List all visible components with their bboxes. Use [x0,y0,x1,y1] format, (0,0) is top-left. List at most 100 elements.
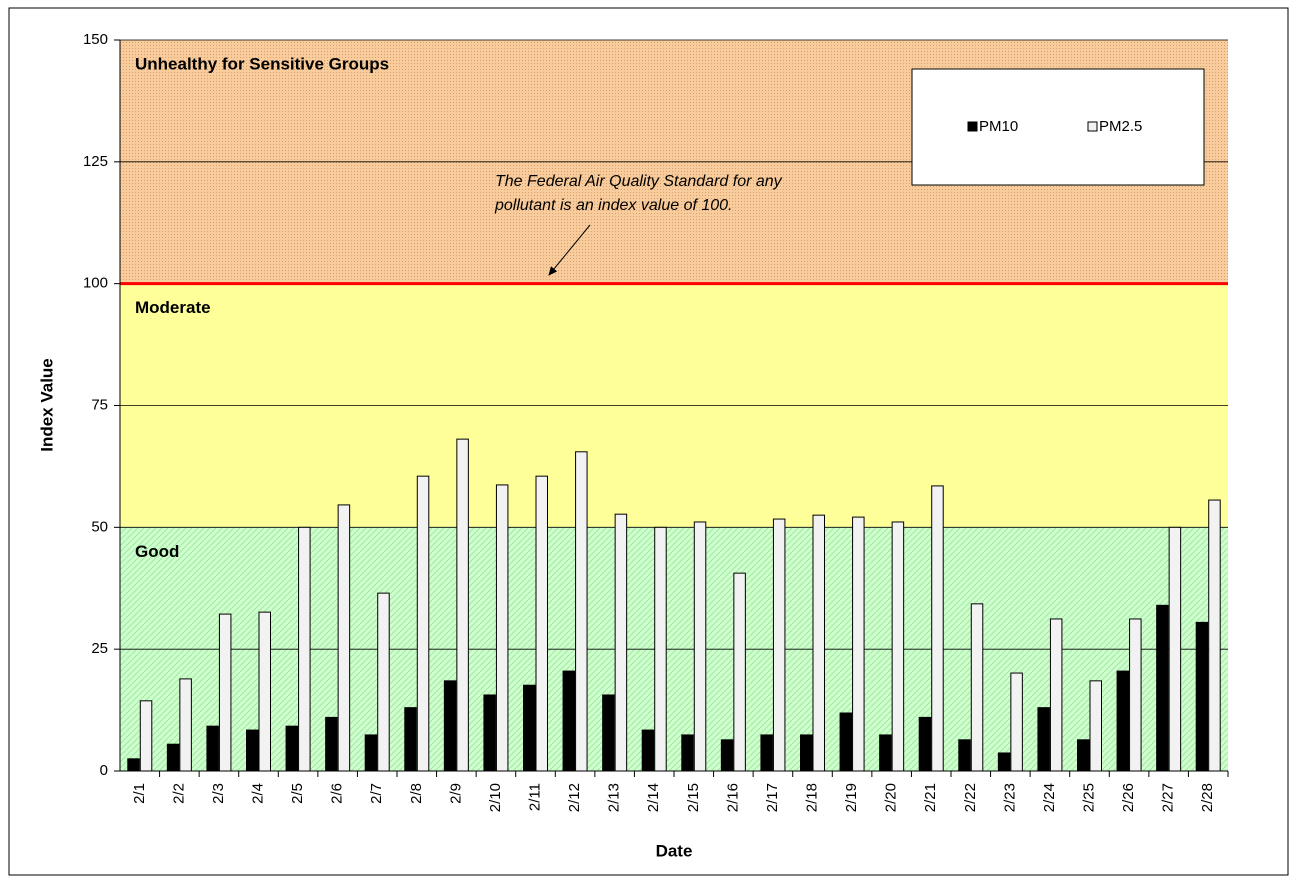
x-tick-label: 2/17 [764,783,781,812]
bar [760,734,773,772]
bar [1037,707,1050,772]
bar [681,734,694,772]
y-tick-label: 75 [91,396,108,413]
legend-swatch [967,121,978,132]
bar [931,485,944,772]
bar [179,678,192,772]
bar [772,518,786,772]
bar [839,712,853,772]
bar [127,758,140,772]
x-tick-label: 2/9 [447,783,464,804]
bar [285,725,299,772]
y-tick-label: 25 [91,640,108,657]
bar [1195,621,1209,772]
bar [1168,526,1182,772]
legend-label: PM10 [979,118,1018,135]
x-axis-title: Date [656,841,693,860]
bar [523,684,536,772]
bar [602,694,615,772]
bar [879,734,892,772]
bar [1129,618,1142,772]
y-tick-label: 0 [100,762,108,779]
x-tick-label: 2/25 [1080,783,1097,812]
bar [443,680,457,772]
annotation: pollutant is an index value of 100. [494,197,733,214]
bar [918,716,932,772]
y-tick-label: 125 [83,153,108,170]
bar [997,752,1011,772]
x-tick-label: 2/21 [922,783,939,812]
bar [654,526,667,772]
bar [404,707,417,772]
bar [1010,672,1023,772]
bar [693,521,707,772]
x-tick-label: 2/5 [289,783,306,804]
bar [325,716,338,772]
band-label: Good [135,542,179,561]
bar [1089,680,1102,772]
bar [206,725,219,772]
y-axis-title: Index Value [37,358,56,452]
bar [575,451,588,772]
x-tick-label: 2/7 [368,783,385,804]
bar [891,521,905,772]
x-tick-label: 2/4 [249,783,266,804]
bar [298,526,311,772]
x-tick-label: 2/24 [1041,783,1058,812]
bar [495,484,509,772]
bar [1077,739,1090,772]
x-tick-label: 2/1 [131,783,148,804]
x-tick-label: 2/20 [883,783,900,812]
x-tick-label: 2/11 [526,783,543,811]
bar [958,739,971,772]
bar [800,734,813,772]
bar [641,729,655,772]
bar [166,743,180,772]
x-tick-label: 2/15 [685,783,702,812]
x-tick-label: 2/14 [645,783,662,812]
bar [258,611,271,772]
bar [852,516,865,772]
bar [139,700,153,772]
legend [911,68,1205,186]
x-tick-label: 2/13 [606,783,623,812]
x-tick-label: 2/22 [962,783,979,812]
x-tick-label: 2/8 [408,783,425,804]
bar [246,729,259,772]
y-tick-label: 50 [91,518,108,535]
bar [1116,670,1130,772]
band-label: Unhealthy for Sensitive Groups [135,54,389,73]
x-tick-label: 2/19 [843,783,860,812]
bar [377,592,390,772]
bar [970,603,984,772]
bar [1049,618,1063,772]
bar [364,734,378,772]
bar [812,514,825,772]
legend-label: PM2.5 [1099,118,1142,135]
bar [483,694,496,772]
bar [720,739,734,772]
x-tick-label: 2/10 [487,783,504,812]
x-tick-label: 2/12 [566,783,583,812]
bar [733,572,746,772]
bar [614,513,628,772]
x-tick-label: 2/28 [1199,783,1216,812]
x-tick-label: 2/2 [170,783,187,804]
marks [127,438,1221,772]
x-tick-label: 2/18 [803,783,820,812]
annotation: The Federal Air Quality Standard for any [495,173,783,190]
bar [1208,499,1221,772]
bar [456,438,469,772]
band-label: Moderate [135,298,211,317]
annotation-arrow [548,224,591,276]
bar [1156,604,1169,772]
legend-swatch [1087,121,1098,132]
bar [337,504,351,772]
bar [562,670,576,772]
y-tick-label: 100 [83,275,108,292]
bar [535,475,548,772]
x-tick-label: 2/26 [1120,783,1137,812]
x-tick-label: 2/6 [329,783,346,804]
y-tick-label: 150 [83,31,108,48]
bar [416,475,430,772]
